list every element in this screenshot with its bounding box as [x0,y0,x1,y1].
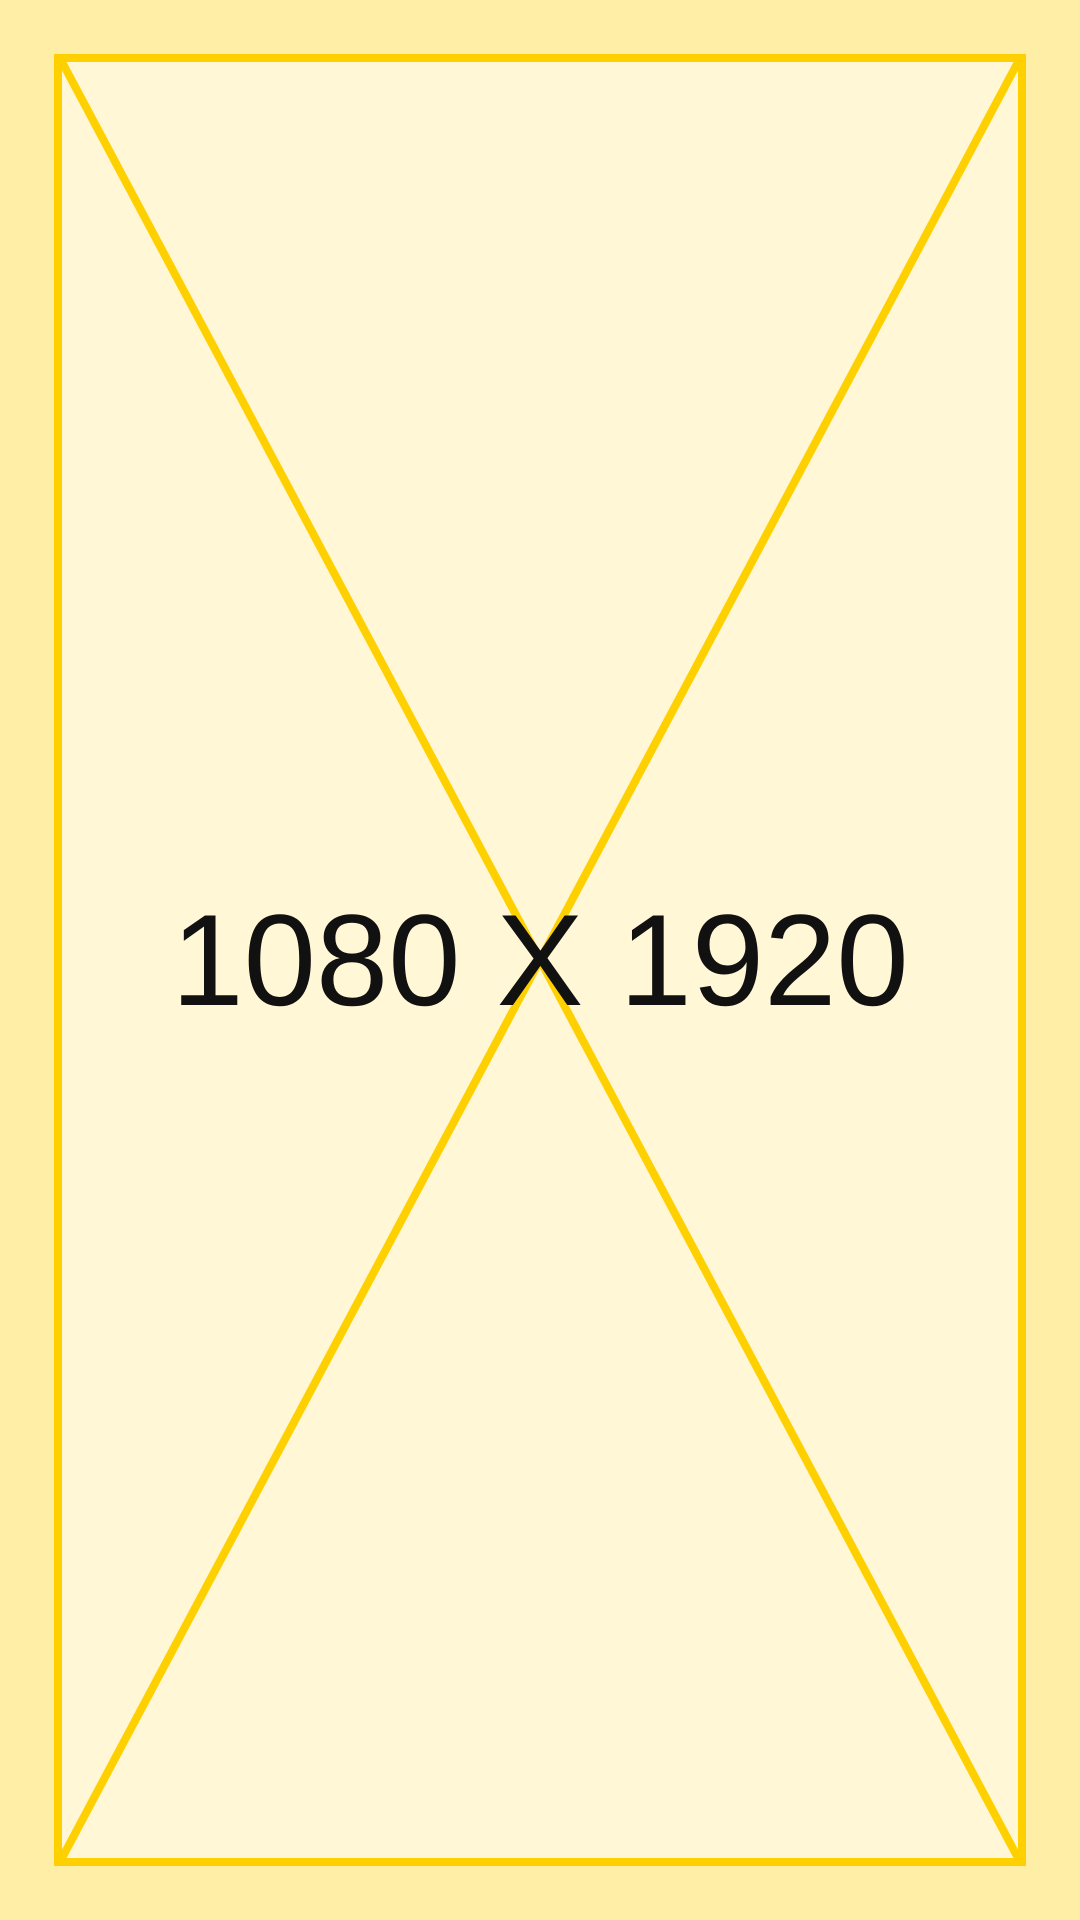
placeholder-frame: 1080 X 1920 [54,54,1026,1866]
placeholder-cross-icon [62,62,1018,1858]
placeholder-dimensions-label: 1080 X 1920 [171,887,909,1033]
diagonal-line-top-right-to-bottom-left [62,62,1018,1858]
